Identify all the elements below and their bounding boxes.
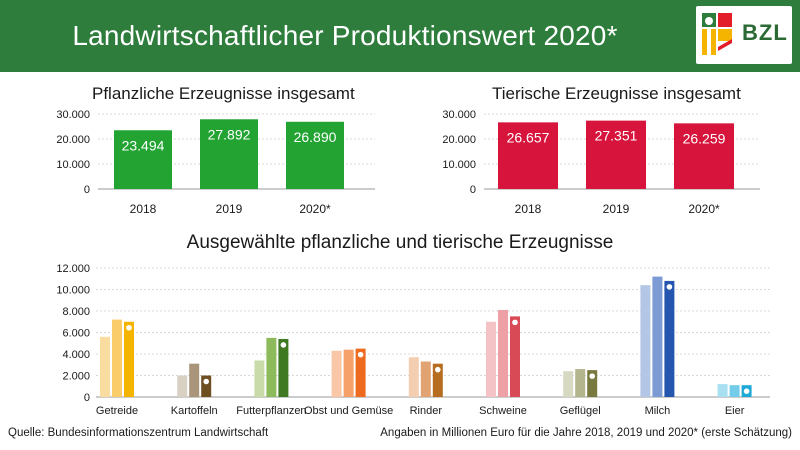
units-note: Angaben in Millionen Euro für die Jahre … [380,427,792,439]
selected-ytick-label: 0 [84,392,90,404]
selected-bar-getreide-0 [100,336,110,397]
animals-value-label: 27.351 [595,128,638,144]
bzl-logo-text: BZL [742,20,788,45]
bzl-logo: BZL [696,6,792,64]
selected-category-label: Geflügel [560,405,601,417]
selected-bar-kartoffeln-1 [189,363,200,397]
header-bar: Landwirtschaftlicher Produktionswert 202… [0,0,800,72]
selected-bar-rinder-1 [420,361,431,397]
selected-category-label: Futterpflanzen [236,405,306,417]
plants-ytick-label: 30.000 [56,109,90,121]
selected-bar-schweine-2 [510,316,520,397]
source-note: Quelle: Bundesinformationszentrum Landwi… [8,427,269,439]
estimate-marker-icon [589,373,595,379]
selected-category-label: Rinder [410,405,443,417]
selected-bar-milch-2 [664,280,675,397]
selected-bar-milch-0 [640,285,651,397]
selected-bar-gefl-gel-2 [587,370,598,397]
animals-bar-2019 [586,120,646,189]
plants-category-label: 2019 [216,202,243,216]
animals-ytick-label: 10.000 [442,159,476,171]
animals-value-label: 26.657 [507,129,550,145]
selected-bar-gefl-gel-0 [563,371,574,397]
selected-category-label: Milch [645,405,671,417]
plants-value-label: 23.494 [122,137,165,153]
animals-ytick-label: 0 [470,184,476,196]
selected-bar-obst-und-gem-se-0 [331,350,342,397]
plants-value-label: 27.892 [208,126,251,142]
plants-ytick-label: 10.000 [56,159,90,171]
animals-bar-2020* [674,123,734,189]
plants-value-label: 26.890 [294,129,337,145]
animals-ytick-label: 20.000 [442,134,476,146]
plants-ytick-label: 20.000 [56,134,90,146]
plants-category-label: 2018 [130,202,157,216]
selected-bar-obst-und-gem-se-1 [343,349,354,397]
chart-title-selected: Ausgewählte pflanzliche und tierische Er… [186,232,614,253]
selected-category-label: Eier [725,405,745,417]
animals-ytick-label: 30.000 [442,109,476,121]
selected-bar-futterpflanzen-2 [278,338,289,397]
animals-bar-2018 [498,122,558,189]
plants-bar-2020* [286,121,344,189]
plants-ytick-label: 0 [84,184,90,196]
selected-ytick-label: 8.000 [62,306,90,318]
plants-bar-2018 [114,130,172,189]
selected-category-label: Schweine [479,405,527,417]
selected-ytick-label: 2.000 [62,371,90,383]
chart-title-plants: Pflanzliche Erzeugnisse insgesamt [92,84,355,103]
animals-category-label: 2018 [515,202,542,216]
animals-value-label: 26.259 [683,130,726,146]
selected-category-label: Obst und Gemüse [304,405,393,417]
estimate-marker-icon [203,378,209,385]
selected-bar-futterpflanzen-1 [266,337,277,397]
animals-category-label: 2019 [603,202,630,216]
selected-ytick-label: 12.000 [56,263,90,275]
selected-bar-rinder-2 [432,363,443,397]
estimate-marker-icon [126,324,132,331]
bzl-logo-mark-icon [702,13,732,55]
estimate-marker-icon [280,342,287,348]
selected-bar-getreide-1 [112,319,122,397]
selected-ytick-label: 6.000 [62,328,90,340]
selected-bar-eier-1 [729,385,740,397]
animals-category-label: 2020* [688,202,720,216]
selected-bar-kartoffeln-0 [177,375,188,397]
estimate-marker-icon [435,366,441,373]
page-title: Landwirtschaftlicher Produktionswert 202… [72,20,618,51]
selected-ytick-label: 4.000 [62,349,90,361]
selected-bar-futterpflanzen-0 [254,360,265,397]
chart-title-animals: Tierische Erzeugnisse insgesamt [492,84,741,103]
plants-category-label: 2020* [299,202,331,216]
plants-bar-2019 [200,119,258,189]
selected-bar-eier-0 [717,384,728,397]
selected-bar-schweine-0 [486,321,496,397]
selected-category-label: Getreide [96,405,138,417]
selected-bar-milch-1 [652,276,663,397]
selected-bar-schweine-1 [498,309,508,397]
selected-bar-rinder-0 [408,357,419,397]
selected-ytick-label: 10.000 [56,285,90,297]
selected-bar-gefl-gel-1 [575,369,586,397]
estimate-marker-icon [357,351,364,358]
estimate-marker-icon [512,319,518,326]
estimate-marker-icon [743,388,750,394]
selected-bar-kartoffeln-2 [201,375,212,397]
selected-category-label: Kartoffeln [171,405,218,417]
selected-bar-obst-und-gem-se-2 [355,348,366,397]
selected-bar-getreide-2 [124,321,134,397]
estimate-marker-icon [666,284,673,290]
